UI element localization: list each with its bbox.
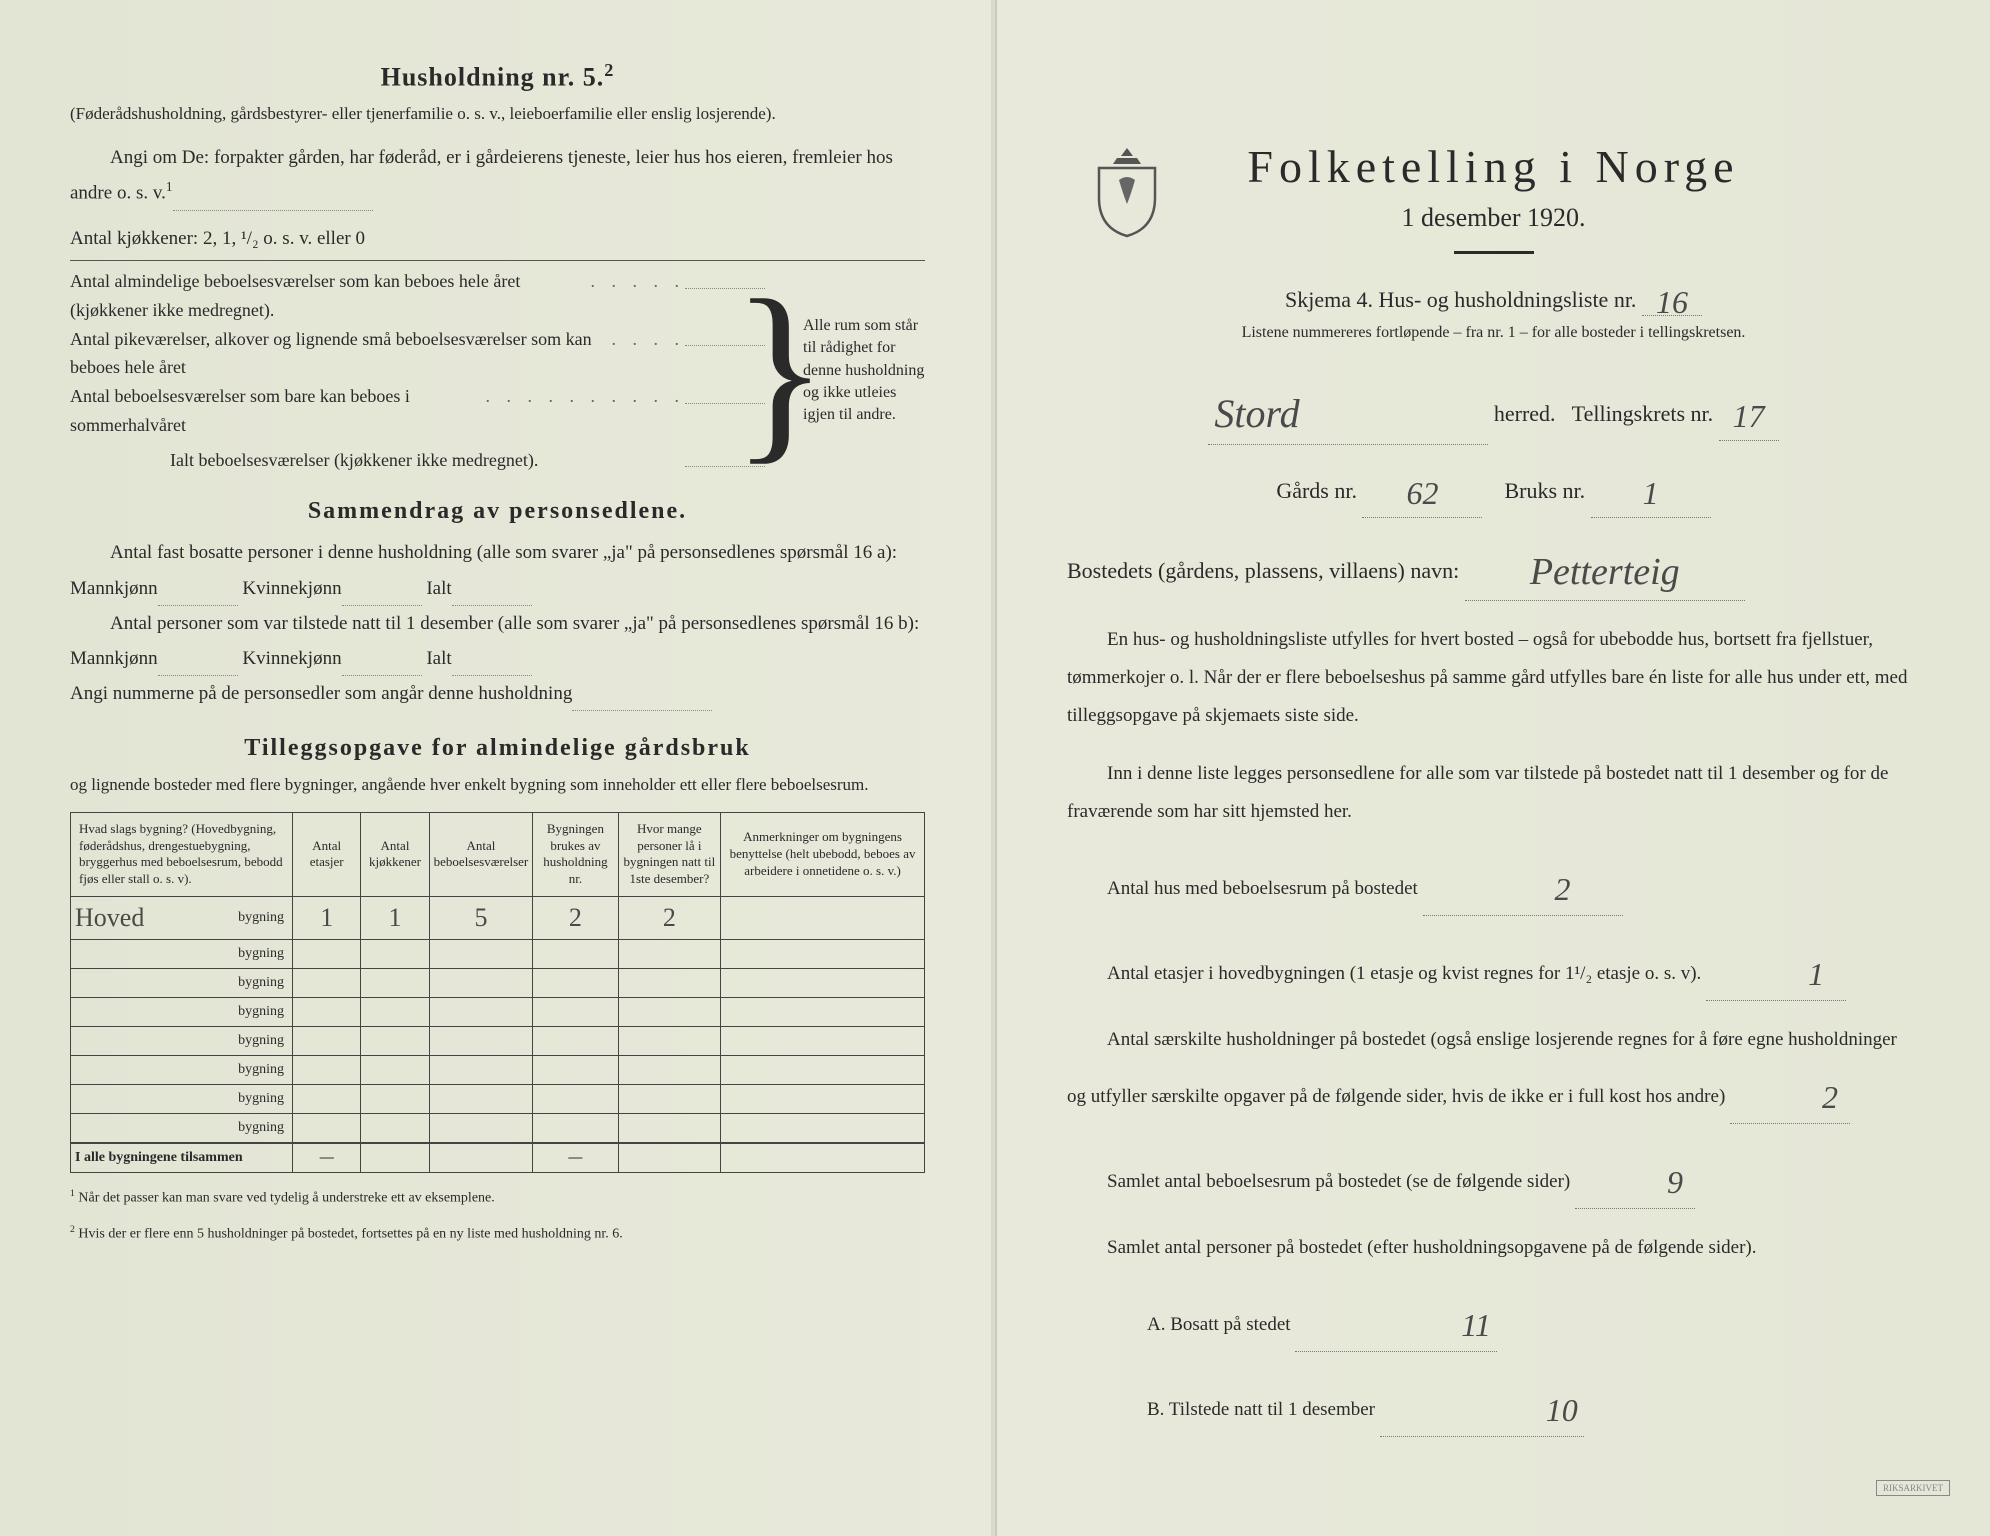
household-subtitle-2: Angi om De: forpakter gården, har føderå… [70,140,925,211]
table-header: Hvor mange personer lå i bygningen natt … [618,812,720,897]
summary-line-1: Antal fast bosatte personer i denne hush… [70,535,925,605]
archive-stamp: RIKSARKIVET [1876,1480,1950,1496]
right-page: Folketelling i Norge 1 desember 1920. Sk… [995,0,1990,1536]
kitchens-line: Antal kjøkkener: 2, 1, ¹/₂ o. s. v. elle… [70,221,925,261]
table-row: bygning [71,998,925,1027]
coat-of-arms-icon [1087,140,1167,240]
tillegg-subtitle: og lignende bosteder med flere bygninger… [70,772,925,798]
instructions-p2: Inn i denne liste legges personsedlene f… [1067,755,1920,831]
schema-sub: Listene nummereres fortløpende – fra nr.… [1067,324,1920,342]
q3: Antal særskilte husholdninger på bostede… [1067,1021,1920,1124]
q4: Samlet antal beboelsesrum på bostedet (s… [1067,1144,1920,1209]
table-header: Antal kjøkkener [361,812,429,897]
table-header: Anmerkninger om bygningens benyttelse (h… [721,812,925,897]
footnote-1: 1 Når det passer kan man svare ved tydel… [70,1187,925,1209]
table-row: bygning [71,1056,925,1085]
footnote-2: 2 Hvis der er flere enn 5 husholdninger … [70,1223,925,1245]
summary-heading: Sammendrag av personsedlene. [70,498,925,525]
brace-side-text: Alle rum som står til rådighet for denne… [795,267,925,475]
table-row: bygning [71,1114,925,1144]
table-header: Hvad slags bygning? (Hovedbygning, føder… [71,812,293,897]
summary-line-3: Angi nummerne på de personsedler som ang… [70,676,925,711]
table-row: bygning [71,1027,925,1056]
schema-line: Skjema 4. Hus- og husholdningsliste nr. … [1067,278,1920,316]
brace-icon: } [765,267,795,475]
household-subtitle-1: (Føderådshusholdning, gårdsbestyrer- ell… [70,101,925,127]
table-header: Antal beboelsesværelser [429,812,533,897]
brace-row-1: Antal almindelige beboelsesværelser som … [70,267,591,325]
building-table: Hvad slags bygning? (Hovedbygning, føder… [70,812,925,1174]
table-row: Hoved bygning 1 1 5 2 2 [71,897,925,940]
brace-row-3: Antal beboelsesværelser som bare kan beb… [70,382,486,440]
brace-section: Antal almindelige beboelsesværelser som … [70,267,925,475]
q1: Antal hus med beboelsesrum på bostedet 2 [1067,851,1920,916]
table-header-row: Hvad slags bygning? (Hovedbygning, føder… [71,812,925,897]
instructions-p1: En hus- og husholdningsliste utfylles fo… [1067,621,1920,735]
summary-line-2: Antal personer som var tilstede natt til… [70,606,925,676]
divider [1454,251,1534,254]
left-page: Husholdning nr. 5.2 (Føderådshusholdning… [0,0,995,1536]
q5: Samlet antal personer på bostedet (efter… [1067,1229,1920,1267]
qb: B. Tilstede natt til 1 desember 10 [1067,1372,1920,1437]
household-heading: Husholdning nr. 5.2 [70,60,925,93]
table-total-row: I alle bygningene tilsammen—— [71,1143,925,1173]
main-title: Folketelling i Norge [1067,140,1920,193]
herred-row: Stord herred. Tellingskrets nr. 17 [1067,372,1920,445]
gards-row: Gårds nr. 62 Bruks nr. 1 [1067,459,1920,518]
table-header: Antal etasjer [293,812,361,897]
brace-row-2: Antal pikeværelser, alkover og lignende … [70,325,612,383]
qa: A. Bosatt på stedet 11 [1067,1287,1920,1352]
bosted-row: Bostedets (gårdens, plassens, villaens) … [1067,532,1920,601]
q2: Antal etasjer i hovedbygningen (1 etasje… [1067,936,1920,1001]
brace-total: Ialt beboelsesværelser (kjøkkener ikke m… [70,446,685,475]
tillegg-heading: Tilleggsopgave for almindelige gårdsbruk [70,735,925,762]
census-date: 1 desember 1920. [1067,203,1920,233]
table-row: bygning [71,1085,925,1114]
table-header: Bygningen brukes av husholdning nr. [533,812,618,897]
table-row: bygning [71,940,925,969]
table-row: bygning [71,969,925,998]
